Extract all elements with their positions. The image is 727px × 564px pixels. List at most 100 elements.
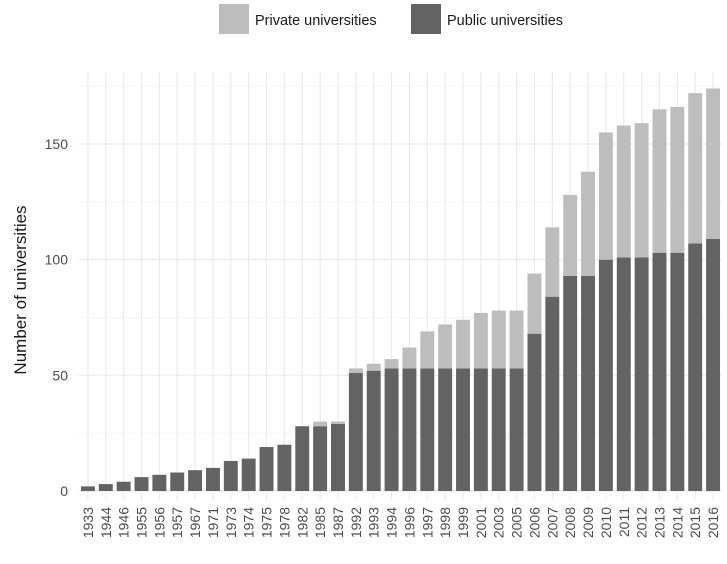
bar-private-1997 (420, 331, 435, 369)
x-tick-label: 1998 (437, 507, 453, 538)
x-tick-label: 1973 (223, 507, 239, 538)
x-tick-label: 2006 (526, 507, 542, 538)
x-tick-label: 2014 (669, 507, 685, 538)
x-tick-label: 2016 (705, 507, 721, 538)
x-tick-label: 1993 (366, 507, 382, 538)
legend-swatch-public (411, 4, 441, 34)
bar-private-2010 (598, 132, 613, 260)
legend-label-public: Public universities (447, 13, 563, 29)
x-tick-label: 1944 (98, 507, 114, 538)
x-tick-label: 2005 (509, 507, 525, 538)
bar-public-2003 (491, 368, 506, 491)
bar-public-1982 (295, 426, 310, 491)
x-tick-label: 1985 (312, 507, 328, 538)
y-tick-label: 0 (60, 483, 68, 499)
bar-private-2006 (527, 273, 542, 334)
bar-public-2011 (616, 257, 631, 491)
bar-public-2010 (598, 259, 613, 491)
bar-private-2001 (473, 312, 488, 369)
bar-public-1944 (98, 484, 113, 491)
bar-public-2013 (652, 252, 667, 491)
bar-private-2012 (634, 123, 649, 258)
bar-public-1993 (366, 370, 381, 491)
bar-public-1971 (205, 467, 220, 491)
bar-public-1957 (170, 472, 185, 491)
y-axis-ticks: 0 50 100 150 (45, 136, 69, 499)
bars (80, 88, 721, 491)
bar-public-2012 (634, 257, 649, 491)
bar-public-1967 (188, 470, 203, 491)
bar-private-1998 (438, 324, 453, 369)
x-tick-label: 2010 (598, 507, 614, 538)
bar-private-1992 (348, 368, 363, 374)
bar-private-2014 (670, 106, 685, 253)
x-tick-label: 2015 (687, 507, 703, 538)
bar-public-2005 (509, 368, 524, 491)
y-tick-label: 100 (45, 252, 69, 268)
bar-public-1997 (420, 368, 435, 491)
bar-public-1974 (241, 458, 256, 491)
bar-public-2008 (563, 275, 578, 491)
x-tick-label: 1957 (169, 507, 185, 538)
bar-public-2006 (527, 333, 542, 491)
bar-public-1994 (384, 368, 399, 491)
x-tick-label: 1997 (419, 507, 435, 538)
bar-public-1973 (223, 460, 238, 491)
x-tick-label: 2011 (616, 507, 632, 537)
bar-private-2009 (581, 171, 596, 276)
bar-public-1999 (456, 368, 470, 491)
x-tick-label: 1956 (151, 507, 167, 538)
bar-public-2001 (473, 368, 488, 491)
x-tick-label: 1933 (80, 507, 96, 538)
x-tick-label: 1996 (401, 507, 417, 538)
bar-private-1993 (366, 363, 381, 371)
x-tick-label: 1982 (294, 507, 310, 538)
bar-private-2013 (652, 109, 667, 253)
x-tick-label: 1971 (205, 507, 221, 538)
x-tick-label: 2003 (491, 507, 507, 538)
bar-public-1992 (348, 373, 363, 491)
x-tick-label: 2009 (580, 507, 596, 538)
y-axis-label: Number of universities (11, 205, 30, 374)
x-tick-label: 1992 (348, 507, 364, 538)
bar-private-2016 (706, 88, 721, 239)
x-tick-label: 1946 (116, 507, 132, 538)
bar-private-1996 (402, 347, 417, 369)
bar-public-1933 (80, 486, 95, 491)
legend: Private universities Public universities (219, 4, 563, 34)
bar-public-1975 (259, 447, 274, 491)
bar-private-2007 (545, 227, 560, 297)
bar-private-2011 (616, 125, 631, 258)
x-tick-label: 2007 (544, 507, 560, 538)
legend-swatch-private (219, 4, 249, 34)
x-tick-label: 2012 (634, 507, 650, 538)
x-tick-label: 1974 (241, 507, 257, 538)
x-tick-label: 2008 (562, 507, 578, 538)
bar-public-2014 (670, 252, 685, 491)
bar-private-2015 (688, 93, 703, 244)
bar-private-1987 (331, 421, 345, 424)
bar-private-1985 (313, 421, 328, 427)
bar-public-2007 (545, 296, 560, 491)
x-tick-label: 1975 (259, 507, 275, 538)
bar-public-2016 (706, 238, 721, 491)
bar-private-2003 (491, 310, 506, 369)
bar-public-2009 (581, 275, 596, 491)
x-tick-label: 1978 (276, 507, 292, 538)
x-tick-label: 1967 (187, 507, 203, 538)
x-axis-ticks: 1933 1944 1946 1955 1956 1957 1967 1971 1973 1974… (80, 507, 721, 538)
bar-public-1978 (277, 444, 292, 491)
bar-public-1985 (313, 426, 328, 491)
bar-public-1996 (402, 368, 417, 491)
bar-public-1998 (438, 368, 453, 491)
x-tick-label: 2013 (651, 507, 667, 538)
bar-public-1987 (331, 423, 345, 491)
legend-label-private: Private universities (255, 13, 377, 29)
x-tick-label: 1987 (330, 507, 346, 538)
bar-private-1999 (456, 319, 470, 369)
x-tick-label: 1999 (455, 507, 471, 538)
bar-private-2005 (509, 310, 524, 369)
bar-private-1994 (384, 359, 399, 369)
y-tick-label: 150 (45, 136, 69, 152)
